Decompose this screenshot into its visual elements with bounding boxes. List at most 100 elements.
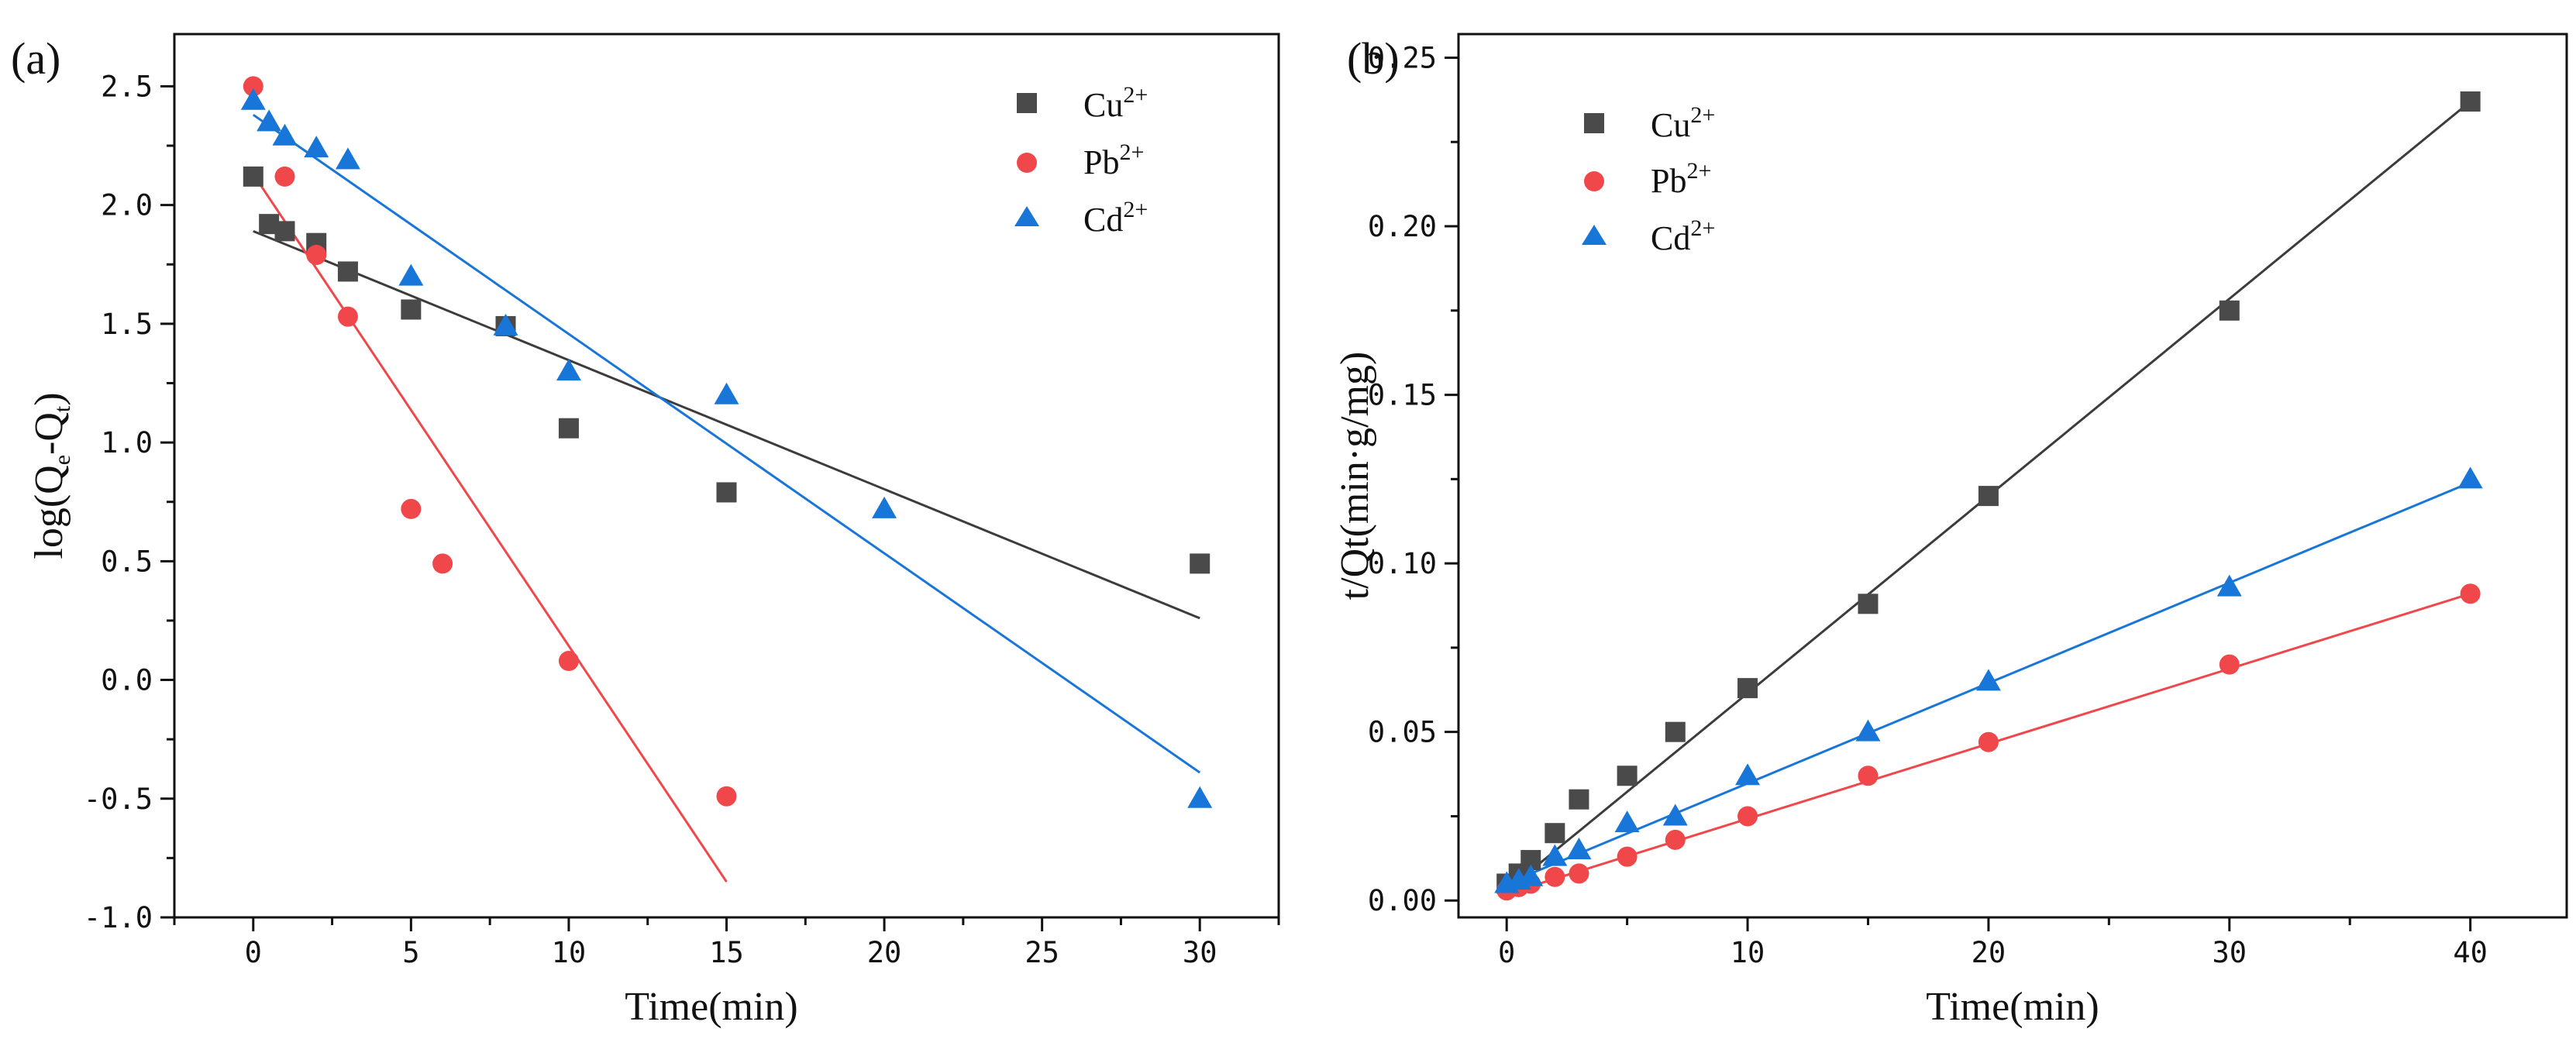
- y-tick-label-a-3: 0.5: [101, 545, 153, 578]
- data-points-b: [1494, 91, 2483, 901]
- y-tick-label-a-5: 1.5: [101, 308, 153, 341]
- data-point-a-cd-4: [335, 147, 360, 170]
- y-tick-label-a-0: -1.0: [84, 901, 153, 934]
- data-point-a-pb-2: [306, 245, 327, 265]
- x-tick-label-a-5: 25: [1025, 936, 1059, 969]
- data-point-a-cd-3: [304, 136, 329, 158]
- x-tick-label-a-3: 15: [709, 936, 744, 969]
- y-axis-title-a-sub-t: t: [50, 405, 75, 412]
- x-axis-title-b: Time(min): [1926, 985, 2099, 1029]
- data-point-a-cu-7: [558, 418, 579, 439]
- data-point-a-cu-9: [1190, 553, 1211, 574]
- data-point-b-cu-7: [1737, 678, 1758, 699]
- legend-a-marker-pb: [1017, 153, 1037, 173]
- data-point-b-cu-9: [1978, 486, 1999, 507]
- x-tick-label-b-2: 20: [1972, 936, 2006, 969]
- x-tick-label-a-0: 0: [245, 936, 262, 969]
- data-point-a-cd-1: [257, 109, 282, 132]
- data-point-a-cd-2: [272, 123, 298, 146]
- data-point-a-cu-2: [274, 221, 295, 242]
- x-tick-label-a-1: 5: [402, 936, 419, 969]
- fit-lines-a: [252, 113, 1201, 883]
- data-point-a-cd-9: [872, 496, 897, 518]
- data-point-a-pb-6: [558, 651, 579, 672]
- y-tick-label-b-2: 0.10: [1368, 547, 1437, 580]
- y-tick-label-b-0: 0.00: [1368, 884, 1437, 917]
- data-point-b-cu-5: [1617, 766, 1638, 786]
- x-axis-title-a: Time(min): [625, 985, 797, 1029]
- data-point-a-cd-8: [714, 382, 739, 404]
- data-points-a: [240, 76, 1213, 808]
- y-tick-label-a-2: 0.0: [101, 664, 153, 697]
- data-point-b-cu-4: [1569, 789, 1589, 810]
- data-point-a-cd-6: [493, 313, 518, 335]
- data-point-a-cu-0: [243, 166, 263, 187]
- data-point-b-pb-3: [1545, 866, 1565, 887]
- y-tick-label-b-3: 0.15: [1368, 379, 1437, 412]
- data-point-a-pb-7: [716, 786, 737, 807]
- data-point-a-cd-0: [240, 88, 266, 110]
- fit-line-a-cd: [252, 113, 1201, 774]
- y-axis-title-a-end: ): [27, 392, 71, 405]
- legend-b-marker-cu: [1584, 113, 1604, 133]
- data-point-b-pb-8: [1858, 766, 1879, 786]
- data-point-b-cu-6: [1665, 721, 1686, 742]
- data-point-a-cd-5: [398, 263, 424, 286]
- y-tick-label-a-6: 2.0: [101, 189, 153, 222]
- y-tick-label-a-1: -0.5: [84, 783, 153, 816]
- legend-b-label-cu: Cu2+: [1651, 102, 1715, 144]
- legend-a-label-pb: Pb2+: [1083, 139, 1144, 181]
- legend-a-label-cu: Cu2+: [1083, 82, 1148, 124]
- x-tick-label-a-4: 20: [867, 936, 902, 969]
- y-tick-label-b-5: 0.25: [1368, 41, 1437, 74]
- data-point-b-cd-6: [1662, 803, 1688, 826]
- y-axis-title-a-sub-e: e: [50, 455, 75, 465]
- data-point-b-cd-10: [2216, 574, 2242, 597]
- legend-b-label-pb: Pb2+: [1651, 158, 1711, 200]
- data-point-b-cu-8: [1858, 594, 1879, 614]
- data-point-b-cu-10: [2219, 300, 2240, 321]
- data-point-b-pb-9: [1978, 731, 1999, 752]
- legend-a-marker-cd: [1014, 206, 1039, 226]
- data-point-b-cd-8: [1855, 719, 1881, 741]
- y-tick-label-a-7: 2.5: [101, 70, 153, 103]
- data-point-b-cd-11: [2457, 466, 2483, 489]
- chart-panel-b: 0 10 20 30 40 0.00 0.05 0.10 0.15 0.20 0.25 (b) Ti…: [1333, 33, 2568, 1029]
- data-point-a-pb-5: [432, 553, 453, 574]
- data-point-b-cd-4: [1566, 837, 1592, 859]
- data-point-b-cd-7: [1735, 763, 1761, 786]
- fit-line-a-pb: [252, 173, 728, 883]
- data-point-b-pb-11: [2460, 583, 2481, 604]
- data-point-b-pb-10: [2219, 654, 2240, 675]
- legend-b-label-cd: Cd2+: [1651, 215, 1715, 257]
- legend-a-marker-cu: [1017, 93, 1037, 113]
- data-point-a-pb-3: [337, 306, 358, 327]
- tick-group-a: 0 5 10 15 20 25 30 -1.0 -0.5 0.0 0.5 1.0 1.5 2.0 2.5: [84, 70, 1280, 969]
- data-point-b-pb-6: [1665, 829, 1686, 850]
- data-point-b-cd-5: [1614, 810, 1640, 833]
- data-point-b-cd-9: [1975, 669, 2001, 691]
- legend-b: Cu2+ Pb2+ Cd2+: [1582, 102, 1715, 257]
- data-point-b-cu-3: [1545, 823, 1565, 844]
- y-axis-title-b: t/Qt(min·g/mg): [1333, 352, 1377, 600]
- y-tick-label-b-4: 0.20: [1368, 210, 1437, 243]
- chart-panel-a: 0 5 10 15 20 25 30 -1.0 -0.5 0.0 0.5 1.0 1.5 2.0 2.5 (…: [11, 33, 1280, 1029]
- data-point-a-cd-7: [556, 359, 581, 381]
- x-tick-label-b-0: 0: [1498, 936, 1515, 969]
- y-axis-title-a: log(Qe-Qt): [27, 392, 75, 559]
- data-point-a-cu-4: [337, 261, 358, 282]
- y-tick-label-b-1: 0.05: [1368, 716, 1437, 749]
- tick-group-b: 0 10 20 30 40 0.00 0.05 0.10 0.15 0.20 0.25: [1368, 41, 2488, 969]
- data-point-a-pb-1: [274, 166, 295, 187]
- y-axis-title-a-mid: -Q: [27, 412, 71, 455]
- plot-frame-b: [1457, 33, 2568, 919]
- x-tick-label-b-4: 40: [2453, 936, 2488, 969]
- data-point-b-cd-3: [1542, 844, 1568, 866]
- data-point-a-pb-0: [243, 76, 263, 97]
- x-tick-label-b-3: 30: [2213, 936, 2247, 969]
- legend-a: Cu2+ Pb2+ Cd2+: [1014, 82, 1148, 239]
- data-point-b-cu-11: [2460, 91, 2481, 112]
- data-point-a-pb-4: [401, 498, 422, 519]
- data-point-a-cu-5: [401, 299, 422, 320]
